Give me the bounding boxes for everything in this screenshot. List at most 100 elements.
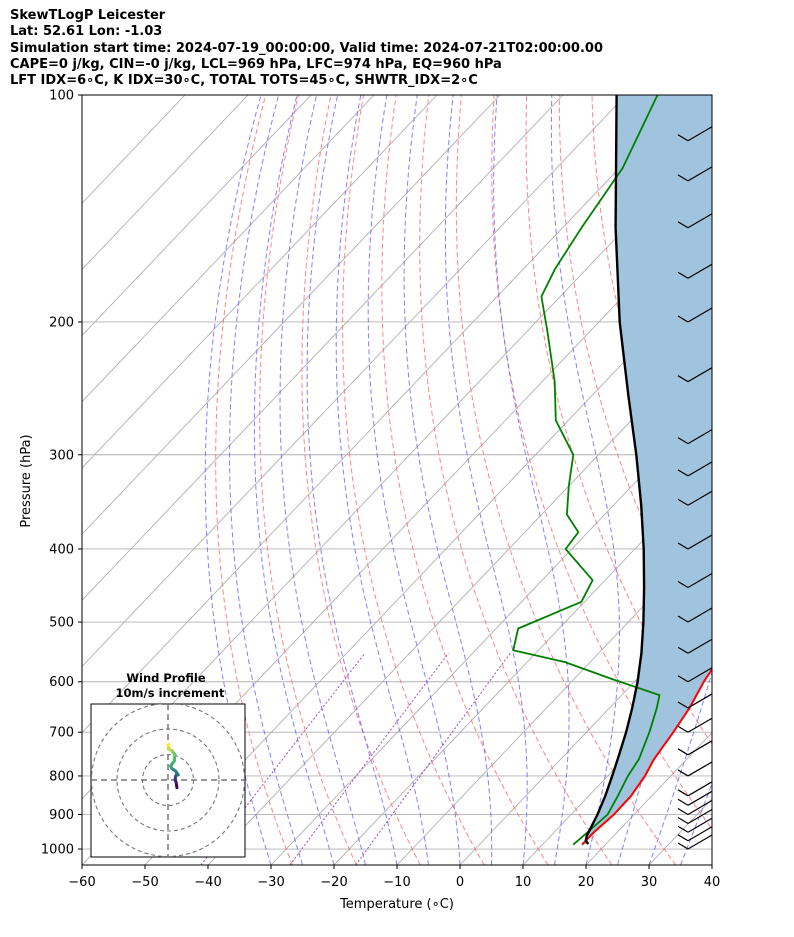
temperature-line — [581, 667, 712, 846]
moist-adiabat — [444, 95, 528, 865]
moist-adiabat — [744, 95, 794, 865]
isotherm-line — [711, 864, 712, 865]
isotherm-line — [270, 401, 712, 865]
y-tick-label: 200 — [49, 315, 74, 330]
x-tick-label: −10 — [383, 875, 410, 890]
wind-barb — [677, 834, 713, 850]
x-tick-label: −20 — [320, 875, 347, 890]
x-tick-label: −30 — [257, 875, 284, 890]
axes: −60 −50 −40 −30 −20 −10 0 10 20 30 40 100 200 300 400 5… — [41, 89, 720, 891]
y-tick-label: 1000 — [41, 843, 74, 858]
dry-adiabat — [259, 95, 357, 865]
dry-adiabat — [491, 95, 712, 830]
wind-barb — [677, 761, 713, 777]
hodograph: Wind Profile 10m/s increment — [90, 671, 246, 858]
isotherm-line — [82, 95, 690, 734]
wind-barb — [677, 429, 713, 445]
wind-barb — [677, 693, 713, 709]
y-axis-label: Pressure (hPa) — [19, 434, 34, 527]
dry-adiabat — [723, 95, 794, 865]
x-axis-label: Temperature (∘C) — [339, 897, 454, 912]
hodograph-subtitle: 10m/s increment — [116, 686, 225, 700]
wind-barb — [677, 307, 713, 323]
moist-adiabat — [367, 95, 461, 865]
moist-adiabat — [550, 95, 620, 865]
wind-barb — [677, 800, 713, 816]
y-tick-label: 300 — [49, 448, 74, 463]
dry-adiabat — [301, 95, 421, 865]
dry-adiabat — [342, 95, 485, 865]
y-tick-label: 900 — [49, 808, 74, 823]
moist-adiabat — [680, 782, 712, 865]
isotherm-line — [207, 334, 712, 865]
x-tick-label: 10 — [515, 875, 532, 890]
moist-adiabat — [493, 95, 570, 865]
dry-adiabat — [788, 95, 794, 865]
y-tick-label: 100 — [49, 89, 74, 104]
mixing-ratio-line — [289, 653, 449, 865]
moist-adiabat — [403, 95, 493, 865]
y-tick-label: 700 — [49, 726, 74, 741]
y-tick-label: 800 — [49, 769, 74, 784]
x-tick-label: −60 — [68, 875, 95, 890]
y-tick-label: 500 — [49, 616, 74, 631]
wind-barb — [677, 126, 713, 142]
grid-layer — [82, 95, 794, 865]
dry-adiabat — [381, 95, 549, 865]
wind-barb — [677, 490, 713, 506]
isotherm-line — [82, 95, 312, 337]
isotherm-line — [459, 599, 712, 865]
wind-barb — [677, 534, 713, 550]
wind-barb — [677, 607, 713, 623]
moist-adiabat — [279, 95, 366, 865]
isotherm-line — [396, 533, 712, 865]
isotherm-line — [333, 467, 712, 865]
wind-barb — [677, 573, 713, 589]
x-tick-label: 0 — [456, 875, 464, 890]
wind-barb — [677, 166, 713, 182]
cape-line: CAPE=0 j/kg, CIN=-0 j/kg, LCL=969 hPa, L… — [10, 56, 502, 72]
x-tick-label: 40 — [704, 875, 721, 890]
wind-barb — [677, 461, 713, 477]
moist-adiabat — [335, 95, 429, 865]
isotherm-line — [144, 268, 712, 865]
isotherm-line — [82, 95, 564, 601]
moist-adiabat — [204, 95, 272, 865]
x-tick-label: 30 — [641, 875, 658, 890]
moist-adiabat — [648, 670, 712, 865]
parcel-line — [584, 95, 646, 845]
mixing-ratio-line — [200, 652, 366, 865]
wind-barbs — [677, 126, 713, 850]
isotherm-line — [82, 95, 501, 535]
moist-adiabat — [711, 863, 712, 865]
dry-adiabat — [455, 95, 677, 865]
moist-adiabat — [229, 95, 303, 865]
y-tick-label: 400 — [49, 542, 74, 557]
profile-lines — [512, 95, 712, 846]
wind-barb — [677, 808, 713, 825]
time-line: Simulation start time: 2024-07-19_00:00:… — [10, 40, 603, 56]
wind-barb — [677, 717, 713, 733]
dry-adiabat — [215, 95, 293, 865]
isotherm-line — [82, 95, 438, 469]
cin-shading — [582, 95, 712, 845]
wind-barb — [677, 638, 713, 654]
wind-barb — [677, 367, 713, 383]
wind-barb — [677, 826, 713, 842]
isotherm-line — [585, 731, 712, 865]
wind-barb — [677, 781, 713, 797]
cape-area — [582, 95, 712, 845]
dewpoint-line — [512, 95, 661, 846]
wind-barb — [677, 790, 713, 806]
x-tick-label: 20 — [578, 875, 595, 890]
dry-adiabat — [755, 95, 794, 865]
chart-title: SkewTLogP Leicester — [10, 8, 166, 23]
hodograph-title: Wind Profile — [126, 671, 206, 685]
isotherm-line — [82, 95, 627, 668]
moist-adiabat — [253, 95, 335, 865]
wind-barb — [677, 740, 713, 756]
x-tick-label: −50 — [131, 875, 158, 890]
x-tick-label: −40 — [194, 875, 221, 890]
moist-adiabat — [306, 95, 398, 865]
